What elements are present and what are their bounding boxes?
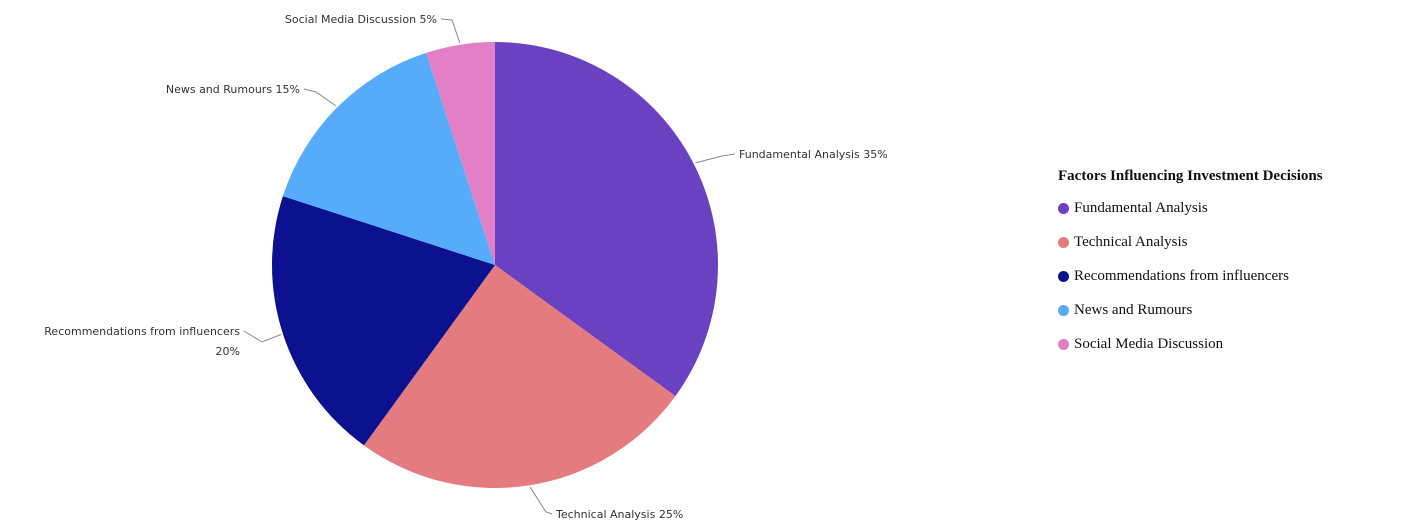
leader-line (243, 330, 282, 343)
legend-label: Social Media Discussion (1074, 335, 1224, 352)
leader-lines (243, 18, 736, 515)
slice-label: Technical Analysis 25% (555, 508, 683, 521)
legend-title: Factors Influencing Investment Decisions (1058, 168, 1323, 184)
legend-label: News and Rumours (1074, 301, 1193, 318)
legend-swatch-icon (1058, 236, 1069, 248)
legend-label: Recommendations from influencers (1074, 267, 1289, 284)
legend-swatch-icon (1058, 270, 1069, 282)
legend-item[interactable]: News and Rumours (1058, 293, 1323, 327)
pie-slice-news-and-rumours[interactable] (282, 52, 495, 265)
slice-label-percent: 20% (216, 345, 240, 358)
legend-label: Technical Analysis (1074, 233, 1188, 250)
pie-slice-recommendations-from-influencers[interactable] (271, 196, 495, 446)
leader-line (303, 88, 337, 107)
legend-swatch-icon (1058, 304, 1069, 316)
legend-item[interactable]: Social Media Discussion (1058, 327, 1323, 361)
leader-line (440, 18, 461, 43)
pie-slice-fundamental-analysis[interactable] (495, 42, 719, 397)
leader-line (695, 153, 736, 164)
pie-slice-social-media-discussion[interactable] (426, 41, 495, 265)
slice-label: News and Rumours 15% (166, 83, 300, 96)
legend-swatch-icon (1058, 338, 1069, 350)
legend-item[interactable]: Technical Analysis (1058, 225, 1323, 259)
legend-item[interactable]: Recommendations from influencers (1058, 259, 1323, 293)
slice-label: Fundamental Analysis 35% (739, 148, 888, 161)
pie-slices (271, 41, 719, 489)
slice-label: Recommendations from influencers (44, 325, 240, 338)
slice-label: Social Media Discussion 5% (285, 13, 437, 26)
legend: Factors Influencing Investment Decisions… (1058, 168, 1323, 361)
pie-slice-technical-analysis[interactable] (363, 265, 676, 489)
slice-labels: Fundamental Analysis 35% Technical Analys… (44, 13, 887, 521)
legend-items: Fundamental Analysis Technical Analysis Re… (1058, 191, 1323, 361)
legend-item[interactable]: Fundamental Analysis (1058, 191, 1323, 225)
legend-swatch-icon (1058, 202, 1069, 214)
legend-label: Fundamental Analysis (1074, 199, 1208, 216)
leader-line (529, 486, 553, 515)
